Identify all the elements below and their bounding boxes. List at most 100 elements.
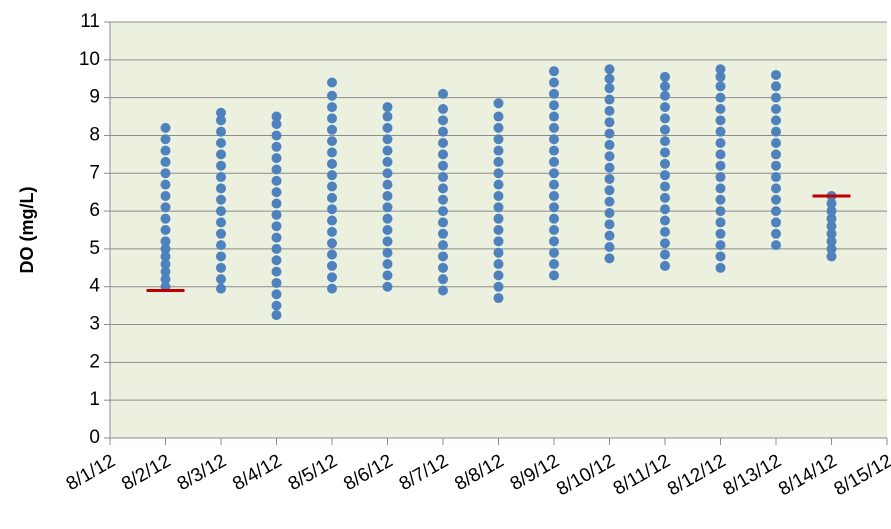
data-point <box>549 168 559 179</box>
data-point <box>660 192 670 203</box>
data-point <box>493 270 504 281</box>
x-tick-label: 8/9/12 <box>507 450 563 495</box>
data-point <box>271 175 282 186</box>
data-point <box>160 145 171 156</box>
data-point <box>660 181 670 192</box>
data-point <box>771 160 781 171</box>
data-point <box>493 134 504 145</box>
data-point <box>327 170 337 181</box>
data-point <box>826 206 837 217</box>
data-point <box>604 253 615 264</box>
data-point <box>160 213 171 224</box>
data-point <box>382 281 393 292</box>
data-point <box>271 153 282 164</box>
data-point <box>382 225 393 235</box>
data-point <box>715 138 726 149</box>
data-point <box>438 172 448 183</box>
data-point <box>327 238 337 249</box>
data-point <box>438 126 448 137</box>
data-point <box>660 136 670 147</box>
data-point <box>604 242 615 253</box>
x-tick-label: 8/7/12 <box>396 450 452 495</box>
data-point <box>216 126 226 137</box>
data-point <box>382 213 393 224</box>
data-point <box>771 103 781 114</box>
data-point <box>549 202 559 213</box>
data-point <box>660 124 670 135</box>
data-point <box>216 107 226 118</box>
data-point <box>438 194 448 205</box>
data-point <box>216 183 226 194</box>
data-point <box>271 232 282 243</box>
data-point <box>327 77 337 88</box>
data-point <box>382 247 393 258</box>
data-point <box>604 83 615 94</box>
data-point <box>771 194 781 205</box>
y-tick-label: 6 <box>89 200 100 221</box>
data-point <box>438 103 448 114</box>
data-point <box>438 228 448 239</box>
data-point <box>604 173 615 184</box>
data-point <box>660 249 670 260</box>
data-point <box>271 111 282 122</box>
data-point <box>216 251 226 262</box>
data-point <box>493 236 504 247</box>
data-point <box>327 192 337 203</box>
data-point <box>382 202 393 213</box>
data-point <box>715 251 726 262</box>
data-point <box>382 111 393 122</box>
data-point <box>327 158 337 169</box>
data-point <box>771 206 781 217</box>
data-point <box>327 226 337 237</box>
data-point <box>771 115 781 126</box>
x-tick-label: 8/11/12 <box>610 450 674 499</box>
data-point <box>715 160 726 171</box>
data-point <box>771 81 781 92</box>
data-point <box>438 217 448 228</box>
data-point <box>826 228 837 239</box>
data-point <box>826 251 837 262</box>
x-tick-label: 8/13/12 <box>720 450 785 500</box>
data-point <box>493 179 504 190</box>
data-point <box>271 119 282 130</box>
data-point <box>771 92 781 103</box>
data-point <box>382 102 393 113</box>
data-point <box>604 207 615 218</box>
data-point <box>438 138 448 149</box>
data-point <box>216 262 226 273</box>
data-point <box>604 94 615 105</box>
data-point <box>604 128 615 139</box>
x-tick-label: 8/5/12 <box>285 450 341 495</box>
data-point <box>549 247 559 258</box>
data-point <box>216 274 226 285</box>
data-point <box>549 190 559 201</box>
data-point <box>216 149 226 160</box>
data-point <box>493 111 504 122</box>
data-point <box>549 134 559 145</box>
data-point <box>660 170 670 181</box>
data-point <box>715 206 726 217</box>
y-tick-label: 3 <box>89 314 100 335</box>
data-point <box>327 272 337 283</box>
data-point <box>271 130 282 141</box>
data-point <box>382 270 393 281</box>
data-point <box>549 156 559 167</box>
data-point <box>327 136 337 147</box>
data-point <box>382 236 393 247</box>
data-point <box>660 215 670 226</box>
data-point <box>271 300 282 311</box>
data-point <box>160 243 171 254</box>
data-point <box>715 172 726 183</box>
data-point <box>160 179 171 190</box>
data-point <box>382 259 393 270</box>
data-point <box>771 138 781 149</box>
y-tick-label: 10 <box>79 49 100 70</box>
data-point <box>604 105 615 116</box>
data-point <box>660 102 670 113</box>
data-point <box>271 164 282 175</box>
data-point <box>327 249 337 260</box>
data-point <box>493 247 504 258</box>
data-point <box>549 259 559 270</box>
data-point <box>715 240 726 251</box>
data-point <box>271 310 282 321</box>
